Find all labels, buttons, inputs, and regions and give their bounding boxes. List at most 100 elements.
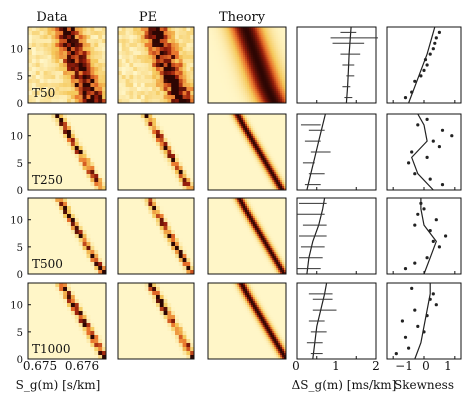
heat-cell xyxy=(225,39,228,42)
heat-cell xyxy=(98,178,103,183)
heat-cell xyxy=(90,43,95,48)
heat-cell xyxy=(235,83,238,86)
heat-cell xyxy=(182,87,187,92)
heat-cell xyxy=(243,77,246,80)
heat-cell xyxy=(94,210,99,215)
heat-cell xyxy=(284,75,287,78)
heat-cell xyxy=(86,262,91,267)
heat-cell xyxy=(51,95,56,100)
heat-cell xyxy=(276,83,279,86)
heat-cell xyxy=(229,57,232,60)
heat-cell xyxy=(280,29,283,32)
heat-cell xyxy=(86,63,91,68)
heat-cell xyxy=(121,130,126,135)
heat-cell xyxy=(215,67,219,70)
heat-cell xyxy=(140,154,145,159)
heat-cell xyxy=(239,53,242,56)
heat-cell xyxy=(59,118,64,123)
heat-cell xyxy=(55,150,60,155)
heat-cell xyxy=(82,178,87,183)
heat-cell xyxy=(178,154,183,159)
heat-cell xyxy=(43,234,48,239)
heat-cell xyxy=(43,238,48,243)
heat-cell xyxy=(182,83,187,88)
heat-cell xyxy=(90,250,95,255)
heat-cell xyxy=(208,71,211,74)
heat-cell xyxy=(67,218,72,223)
heat-cell xyxy=(47,222,52,227)
heat-cell xyxy=(208,29,211,32)
heat-cell xyxy=(223,75,226,78)
heat-cell xyxy=(270,45,273,48)
heat-cell xyxy=(175,51,180,56)
heat-cell xyxy=(231,45,234,48)
heat-cell xyxy=(70,79,76,84)
heat-cell xyxy=(243,83,246,86)
heat-cell xyxy=(211,85,215,88)
heat-cell xyxy=(129,150,134,155)
heat-cell xyxy=(225,27,228,30)
heat-cell xyxy=(280,33,283,36)
skew-point-10 xyxy=(416,123,420,127)
heat-cell xyxy=(39,162,44,167)
heat-cell xyxy=(247,47,250,50)
heat-cell xyxy=(39,214,44,219)
heat-cell xyxy=(121,95,126,100)
heat-cell xyxy=(241,47,244,50)
heat-cell xyxy=(63,130,68,135)
heat-cell xyxy=(233,53,236,56)
heat-cell xyxy=(31,31,37,36)
heat-cell xyxy=(175,178,180,183)
heat-cell xyxy=(51,51,56,56)
heat-cell xyxy=(211,57,215,60)
heat-cell xyxy=(39,246,44,251)
skew-panel-frame xyxy=(386,26,462,104)
heat-cell xyxy=(59,87,64,92)
heat-cell xyxy=(70,91,76,96)
heat-cell xyxy=(78,75,83,80)
heat-cell xyxy=(118,146,123,151)
heat-cell xyxy=(221,69,224,72)
heat-cell xyxy=(167,138,172,143)
heat-cell xyxy=(163,166,168,171)
heat-cell xyxy=(219,81,223,84)
heat-cell xyxy=(148,182,153,187)
heat-cell xyxy=(148,67,153,72)
heat-cell xyxy=(209,75,213,78)
heat-cell xyxy=(28,87,33,92)
heat-cell xyxy=(171,142,176,147)
heat-cell xyxy=(276,65,279,68)
heat-cell xyxy=(254,75,258,78)
heat-cell xyxy=(70,202,76,207)
heat-cell xyxy=(63,47,68,52)
heat-cell xyxy=(178,55,183,60)
heat-cell xyxy=(121,118,126,123)
heat-cell xyxy=(178,99,183,104)
heat-cell xyxy=(148,99,153,104)
heat-cell xyxy=(63,158,68,163)
heat-cell xyxy=(148,87,153,92)
heat-cell xyxy=(31,198,37,203)
heat-cell xyxy=(78,91,83,96)
heat-cell xyxy=(129,174,134,179)
heat-cell xyxy=(241,59,244,62)
heat-cell xyxy=(235,55,238,58)
heat-cell xyxy=(82,39,87,44)
heat-cell xyxy=(163,91,168,96)
heat-cell xyxy=(31,154,37,159)
heat-cell xyxy=(213,33,217,36)
heat-cell xyxy=(137,154,142,159)
heat-cell xyxy=(241,53,244,56)
heat-cell xyxy=(280,41,283,44)
heat-cell xyxy=(74,226,80,231)
heat-cell xyxy=(268,75,271,78)
heat-cell xyxy=(247,53,250,56)
heat-cell xyxy=(67,63,72,68)
heat-cell xyxy=(233,57,236,60)
heat-cell xyxy=(28,31,33,36)
heat-cell xyxy=(70,75,76,80)
heat-cell xyxy=(235,69,238,72)
heat-cell xyxy=(152,87,157,92)
heat-cell xyxy=(282,59,285,62)
heat-cell xyxy=(125,114,130,119)
